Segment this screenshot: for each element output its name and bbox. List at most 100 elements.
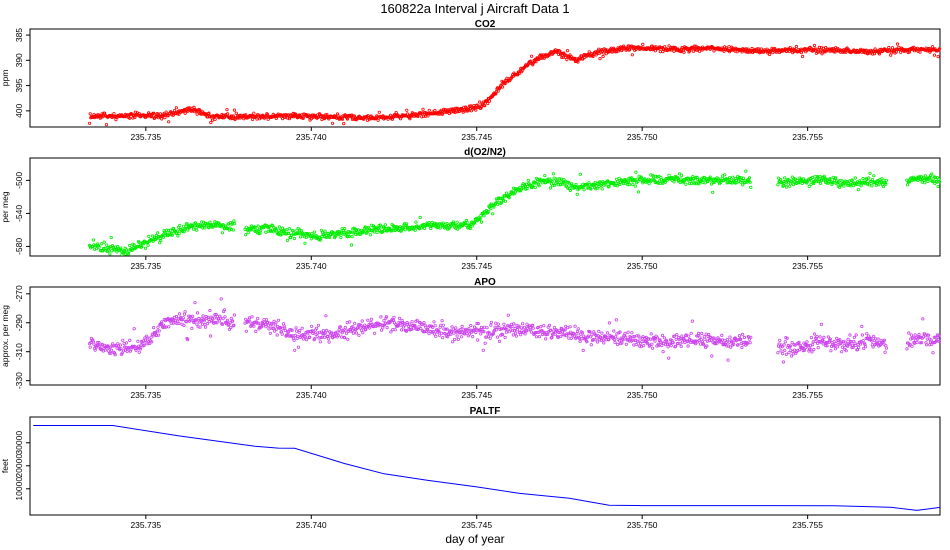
point-do2n2 <box>489 207 493 211</box>
point-apo <box>360 319 364 323</box>
point-apo <box>300 326 304 330</box>
point-apo <box>544 337 548 341</box>
point-co2 <box>601 54 605 59</box>
point-co2 <box>650 44 654 48</box>
point-do2n2 <box>168 228 172 232</box>
point-do2n2 <box>791 183 796 187</box>
point-apo <box>219 297 223 301</box>
point-do2n2 <box>403 228 407 232</box>
point-do2n2 <box>741 183 745 187</box>
point-apo <box>612 329 616 333</box>
point-apo <box>145 334 149 338</box>
point-apo <box>479 332 483 336</box>
point-apo <box>730 340 734 344</box>
point-apo <box>840 345 845 349</box>
point-do2n2 <box>649 173 653 177</box>
y-tick-label-co2: 385 <box>14 28 24 42</box>
point-apo <box>833 347 838 351</box>
point-co2 <box>539 56 543 60</box>
point-apo <box>437 333 442 337</box>
point-apo <box>449 332 453 336</box>
point-apo <box>244 317 248 321</box>
point-co2 <box>229 117 233 121</box>
point-apo <box>722 342 726 347</box>
point-do2n2 <box>106 245 110 250</box>
point-do2n2 <box>299 229 303 233</box>
point-apo <box>663 342 668 347</box>
point-co2 <box>236 116 240 120</box>
point-apo <box>256 321 260 325</box>
point-do2n2 <box>220 231 224 235</box>
point-do2n2 <box>175 229 179 233</box>
point-apo <box>919 340 924 345</box>
plot-frame-paltf <box>29 416 941 516</box>
point-apo <box>542 324 546 328</box>
point-apo <box>797 348 802 352</box>
point-do2n2 <box>782 179 786 184</box>
point-do2n2 <box>701 180 705 185</box>
point-apo <box>467 332 472 336</box>
point-apo <box>636 339 640 343</box>
point-apo <box>523 332 527 336</box>
point-co2 <box>421 107 425 111</box>
point-apo <box>195 322 199 326</box>
point-apo <box>309 324 314 328</box>
point-apo <box>459 335 463 339</box>
point-do2n2 <box>520 187 524 191</box>
point-apo <box>547 323 552 327</box>
point-apo <box>441 336 445 340</box>
point-do2n2 <box>166 228 171 232</box>
point-do2n2 <box>708 175 712 179</box>
x-tick-label-co2: 235.750 <box>627 132 658 142</box>
point-do2n2 <box>697 182 701 186</box>
point-apo <box>720 338 725 342</box>
point-do2n2 <box>264 230 268 234</box>
point-do2n2 <box>105 243 109 247</box>
point-do2n2 <box>633 184 637 188</box>
point-apo <box>698 342 703 346</box>
point-co2 <box>641 42 645 47</box>
point-apo <box>199 319 203 324</box>
point-apo <box>481 348 485 352</box>
point-apo <box>191 314 195 318</box>
point-apo <box>146 341 150 346</box>
point-apo <box>432 332 437 336</box>
point-co2 <box>251 117 255 122</box>
point-do2n2 <box>703 181 707 185</box>
point-apo <box>174 314 178 319</box>
point-apo <box>778 338 782 342</box>
point-co2 <box>198 108 202 112</box>
point-apo <box>324 314 328 318</box>
point-apo <box>686 344 690 348</box>
point-apo <box>567 336 571 340</box>
point-co2 <box>427 108 431 112</box>
point-apo <box>197 316 201 321</box>
point-apo <box>661 349 665 354</box>
point-apo <box>842 340 846 344</box>
point-apo <box>410 320 414 324</box>
point-apo <box>434 334 438 338</box>
point-apo <box>159 321 163 325</box>
point-apo <box>336 330 340 334</box>
point-apo <box>659 340 663 344</box>
point-apo <box>647 337 651 341</box>
point-apo <box>456 337 460 341</box>
point-apo <box>913 333 917 337</box>
point-apo <box>858 342 863 346</box>
point-do2n2 <box>259 228 263 233</box>
point-apo <box>861 339 865 343</box>
point-apo <box>935 338 939 342</box>
point-apo <box>315 334 319 338</box>
point-apo <box>272 319 276 323</box>
point-co2 <box>137 112 141 116</box>
point-apo <box>822 335 826 339</box>
point-co2 <box>771 50 775 55</box>
point-do2n2 <box>842 184 846 188</box>
point-apo <box>630 331 634 335</box>
point-do2n2 <box>784 185 789 189</box>
point-do2n2 <box>741 176 745 180</box>
point-do2n2 <box>503 199 507 203</box>
point-apo <box>732 342 736 346</box>
point-apo <box>565 325 570 330</box>
point-co2 <box>159 114 163 118</box>
